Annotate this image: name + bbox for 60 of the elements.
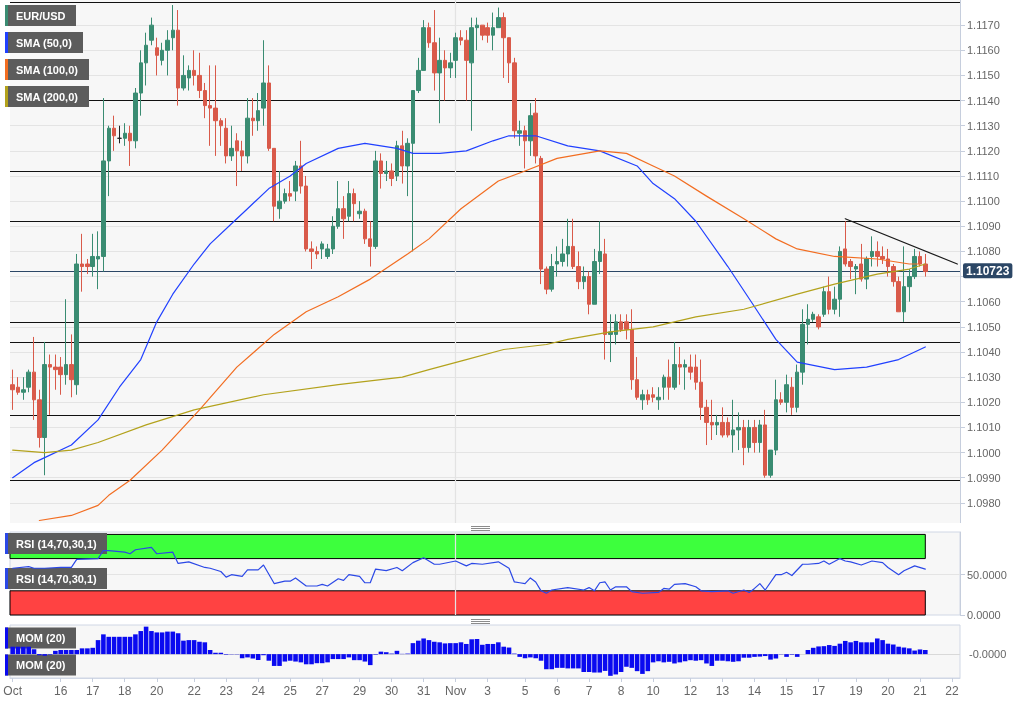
legend-label: SMA (50,0): [16, 36, 73, 49]
y-tick-label: 1.1000: [967, 446, 1001, 459]
x-tick-label: 19: [849, 684, 863, 698]
y-tick-label: 1.1130: [967, 119, 1000, 132]
x-tick-label: 7: [585, 684, 593, 698]
y-tick-label: 1.1050: [967, 320, 1001, 333]
y-tick-label: 1.1080: [967, 245, 1001, 258]
x-tick-label: 30: [384, 684, 399, 698]
x-tick-label: 29: [352, 684, 367, 698]
y-tick-label: 1.1090: [967, 220, 1001, 233]
x-tick-label: 17: [811, 684, 826, 698]
x-tick-label: 22: [945, 684, 959, 698]
x-tick-label: 17: [86, 684, 100, 698]
legend-label: SMA (100,0): [16, 63, 79, 76]
y-tick-label: 1.1020: [967, 396, 1001, 409]
y-tick-label: 1.1140: [967, 94, 1000, 107]
x-tick-label: 31: [416, 684, 431, 698]
y-tick-label: 1.1120: [967, 144, 1000, 157]
y-tick-label: 1.1010: [967, 421, 1001, 434]
x-tick-label: 22: [187, 684, 202, 698]
y-tick-label: 1.0990: [967, 471, 1001, 484]
y-tick-label: 1.1150: [967, 69, 1000, 82]
y-tick-label: 1.1160: [967, 44, 1000, 57]
x-tick-label: 20: [881, 684, 895, 698]
x-tick-label: 5: [521, 684, 529, 698]
y-tick-label: 1.1170: [967, 19, 1000, 32]
x-tick-label: 13: [715, 684, 730, 698]
x-tick-label: 16: [54, 684, 68, 698]
y-tick-label: 1.0980: [967, 496, 1001, 509]
x-tick-label: 15: [779, 684, 794, 698]
x-tick-label: 8: [617, 684, 625, 698]
annotation: MOM (20): [16, 659, 66, 671]
y-tick-label: 1.1100: [967, 195, 1000, 208]
y-tick-label: 1.1060: [967, 295, 1001, 308]
ref-line-label: -0.0000: [969, 648, 1007, 661]
legend-label: SMA (200,0): [16, 90, 79, 103]
x-tick-label: 21: [913, 684, 927, 698]
y-tick-label: 50.0000: [967, 568, 1007, 581]
x-tick-label: 25: [283, 684, 298, 698]
x-tick-label: 14: [747, 684, 762, 698]
x-tick-label: 18: [118, 684, 132, 698]
x-tick-label: 24: [251, 684, 266, 698]
y-tick-label: 1.1030: [967, 371, 1001, 384]
x-tick-label: 23: [219, 684, 234, 698]
y-tick-label: 1.1110: [967, 170, 1000, 183]
legend-label: MOM (20): [16, 632, 66, 644]
x-tick-label: 27: [315, 684, 330, 698]
y-tick-label: 1.1040: [967, 346, 1001, 359]
x-tick-label: Nov: [444, 684, 467, 698]
y-tick-label: 0.0000: [967, 609, 1001, 621]
x-tick-label: 3: [484, 684, 492, 698]
x-tick-label: 12: [683, 684, 698, 698]
legend-label: RSI (14,70,30,1): [16, 537, 98, 550]
x-tick-label: 20: [150, 684, 164, 698]
annotation: RSI (14,70,30,1): [16, 572, 98, 585]
x-tick-label: Oct: [3, 684, 23, 698]
x-tick-label: 6: [553, 684, 561, 698]
ref-line-label: 1.10723: [966, 263, 1010, 278]
x-tick-label: 10: [646, 684, 661, 698]
legend-label: EUR/USD: [16, 9, 66, 22]
